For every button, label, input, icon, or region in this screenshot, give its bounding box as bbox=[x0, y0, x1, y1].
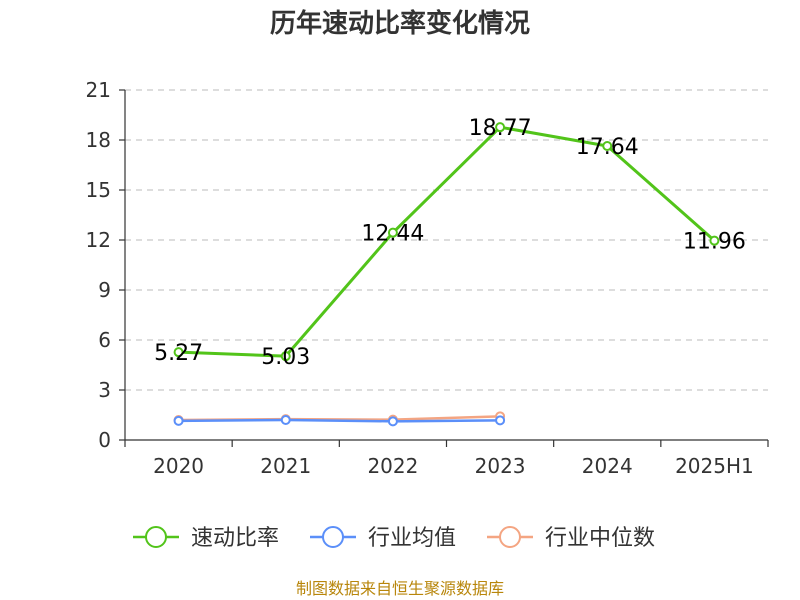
y-tick-label: 0 bbox=[98, 428, 111, 452]
data-point[interactable] bbox=[709, 235, 720, 246]
data-point[interactable] bbox=[173, 347, 184, 358]
data-label: 11.96 bbox=[683, 230, 746, 255]
data-label: 18.77 bbox=[469, 116, 532, 141]
x-tick-label: 2025H1 bbox=[675, 454, 754, 478]
data-label: 5.27 bbox=[154, 341, 203, 366]
data-label: 12.44 bbox=[361, 222, 424, 247]
data-label: 5.03 bbox=[261, 345, 310, 370]
y-tick-label: 15 bbox=[86, 178, 111, 202]
grid bbox=[125, 89, 768, 391]
legend-label: 行业均值 bbox=[368, 526, 456, 551]
x-tick-label: 2023 bbox=[475, 454, 526, 478]
series-group bbox=[173, 122, 720, 427]
source-note: 制图数据来自恒生聚源数据库 bbox=[296, 579, 504, 598]
data-point[interactable] bbox=[173, 415, 184, 426]
y-tick-label: 18 bbox=[86, 128, 111, 152]
legend-item[interactable]: 速动比率 bbox=[133, 526, 279, 551]
data-point[interactable] bbox=[387, 416, 398, 427]
data-point[interactable] bbox=[280, 415, 291, 425]
legend-item[interactable]: 行业中位数 bbox=[487, 526, 655, 551]
y-tick-label: 21 bbox=[86, 78, 111, 102]
data-point[interactable] bbox=[280, 351, 291, 362]
chart-title: 历年速动比率变化情况 bbox=[270, 8, 530, 39]
legend-item[interactable]: 行业均值 bbox=[310, 526, 456, 551]
axes: 0 3 6 9 12 15 18 21 2020 2021 2022 2023 2024 2025H1 bbox=[86, 78, 769, 478]
legend-marker bbox=[322, 526, 344, 548]
legend-label: 速动比率 bbox=[191, 526, 279, 551]
x-tick-label: 2024 bbox=[582, 454, 633, 478]
y-tick-label: 6 bbox=[98, 328, 111, 352]
y-tick-label: 12 bbox=[86, 228, 111, 252]
series-line-1 bbox=[177, 418, 502, 423]
data-labels: 5.27 5.03 12.44 18.77 17.64 11.96 bbox=[154, 116, 746, 370]
series-line-0 bbox=[177, 125, 716, 358]
x-tick-label: 2021 bbox=[260, 454, 311, 478]
legend-marker bbox=[499, 526, 521, 548]
legend-label: 行业中位数 bbox=[545, 526, 655, 551]
data-point[interactable] bbox=[495, 415, 506, 426]
legend-marker bbox=[145, 526, 167, 548]
x-tick-label: 2020 bbox=[153, 454, 204, 478]
x-tick-label: 2022 bbox=[367, 454, 418, 478]
y-tick-label: 9 bbox=[98, 278, 111, 302]
data-label: 17.64 bbox=[576, 135, 639, 160]
y-tick-label: 3 bbox=[98, 378, 111, 402]
data-point[interactable] bbox=[387, 227, 398, 238]
legend[interactable]: 速动比率 行业均值 行业中位数 bbox=[133, 526, 655, 551]
data-point[interactable] bbox=[495, 122, 506, 133]
data-point[interactable] bbox=[602, 141, 613, 151]
